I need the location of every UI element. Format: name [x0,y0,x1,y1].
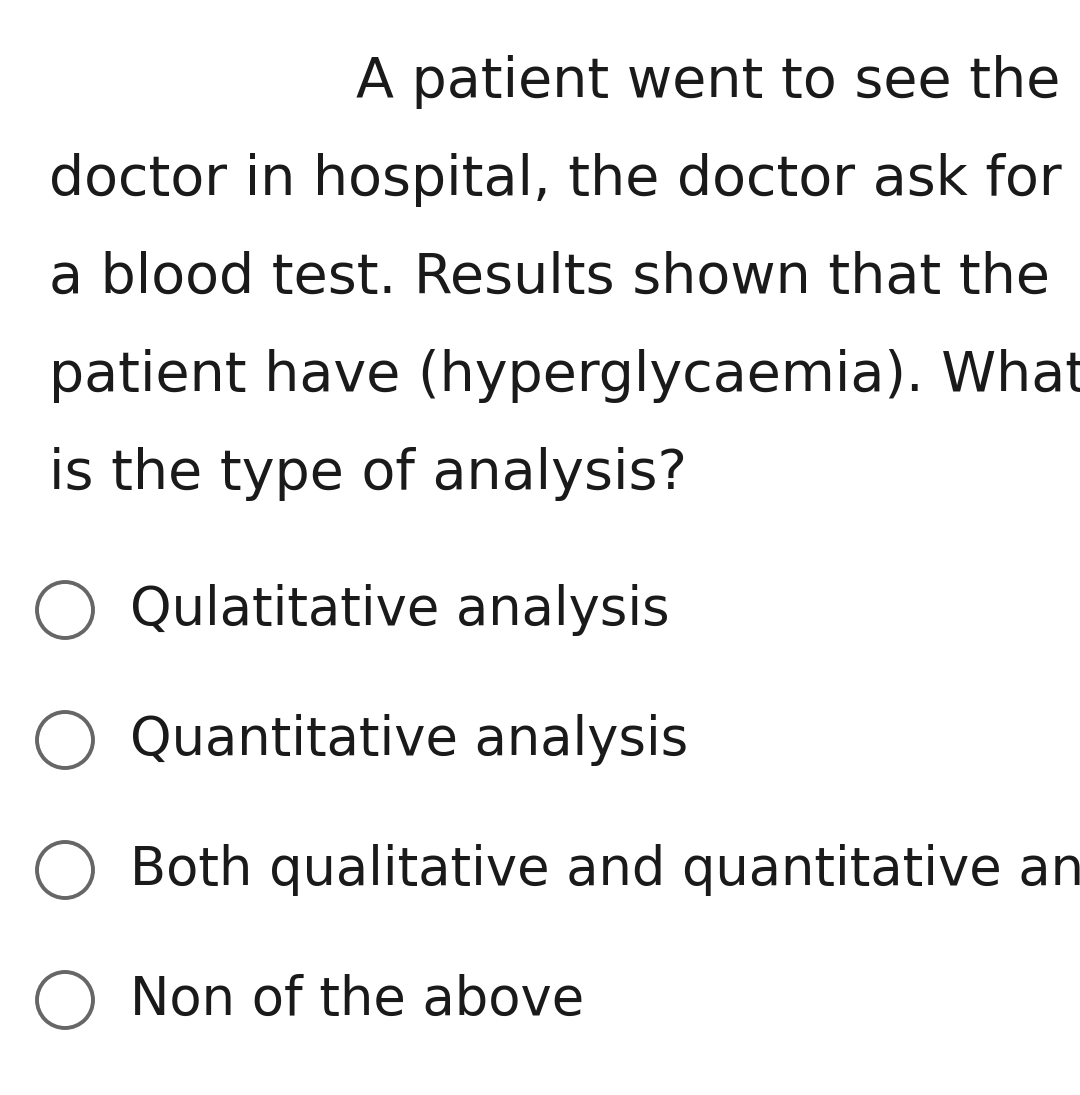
Text: a blood test. Results shown that the: a blood test. Results shown that the [49,251,1050,306]
Text: Both qualitative and quantitative analysis: Both qualitative and quantitative analys… [130,844,1080,896]
Text: Quantitative analysis: Quantitative analysis [130,714,688,766]
Text: is the type of analysis?: is the type of analysis? [49,447,687,502]
Text: patient have (hyperglycaemia). What: patient have (hyperglycaemia). What [49,349,1080,403]
Text: doctor in hospital, the doctor ask for: doctor in hospital, the doctor ask for [49,153,1062,207]
Text: Qulatitative analysis: Qulatitative analysis [130,584,670,636]
Text: A patient went to see the: A patient went to see the [356,55,1061,110]
Text: Non of the above: Non of the above [130,973,584,1026]
